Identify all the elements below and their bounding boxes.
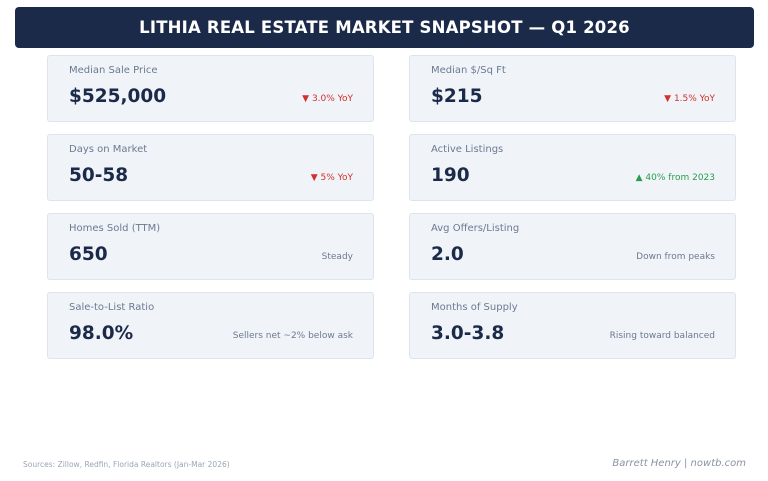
card-label: Days on Market [69, 144, 148, 155]
card-label: Median Sale Price [69, 65, 158, 76]
page-title: LITHIA REAL ESTATE MARKET SNAPSHOT — Q1 … [139, 18, 630, 37]
card-avg-offers-per-listing: Avg Offers/Listing 2.0 Down from peaks [409, 213, 736, 280]
card-median-sale-price: Median Sale Price $525,000 ▼ 3.0% YoY [47, 55, 374, 122]
card-label: Active Listings [431, 144, 504, 155]
card-months-of-supply: Months of Supply 3.0-3.8 Rising toward b… [409, 292, 736, 359]
card-trend-note: ▼ 1.5% YoY [664, 94, 715, 104]
card-value: 98.0% [69, 323, 134, 344]
card-days-on-market: Days on Market 50-58 ▼ 5% YoY [47, 134, 374, 201]
card-value: 2.0 [431, 244, 464, 265]
footer-sources: Sources: Zillow, Redfin, Florida Realtor… [23, 460, 230, 469]
card-trend-note: Sellers net ~2% below ask [232, 331, 353, 341]
card-active-listings: Active Listings 190 ▲ 40% from 2023 [409, 134, 736, 201]
card-value: 650 [69, 244, 108, 265]
card-label: Homes Sold (TTM) [69, 223, 161, 234]
card-value: $525,000 [69, 86, 167, 107]
card-label: Median $/Sq Ft [431, 65, 506, 76]
card-trend-note: ▼ 5% YoY [310, 173, 353, 183]
card-value: 3.0-3.8 [431, 323, 505, 344]
card-median-price-per-sqft: Median $/Sq Ft $215 ▼ 1.5% YoY [409, 55, 736, 122]
card-value: $215 [431, 86, 483, 107]
card-value: 190 [431, 165, 470, 186]
card-sale-to-list-ratio: Sale-to-List Ratio 98.0% Sellers net ~2%… [47, 292, 374, 359]
card-trend-note: ▼ 3.0% YoY [302, 94, 353, 104]
card-trend-note: Down from peaks [636, 252, 715, 262]
card-homes-sold: Homes Sold (TTM) 650 Steady [47, 213, 374, 280]
card-label: Sale-to-List Ratio [69, 302, 155, 313]
card-trend-note: Steady [321, 252, 353, 262]
card-trend-note: Rising toward balanced [609, 331, 715, 341]
card-trend-note: ▲ 40% from 2023 [635, 173, 715, 183]
header-banner: LITHIA REAL ESTATE MARKET SNAPSHOT — Q1 … [15, 7, 754, 48]
card-label: Months of Supply [431, 302, 518, 313]
card-label: Avg Offers/Listing [431, 223, 520, 234]
card-value: 50-58 [69, 165, 129, 186]
footer-credit: Barrett Henry | nowtb.com [612, 458, 746, 469]
